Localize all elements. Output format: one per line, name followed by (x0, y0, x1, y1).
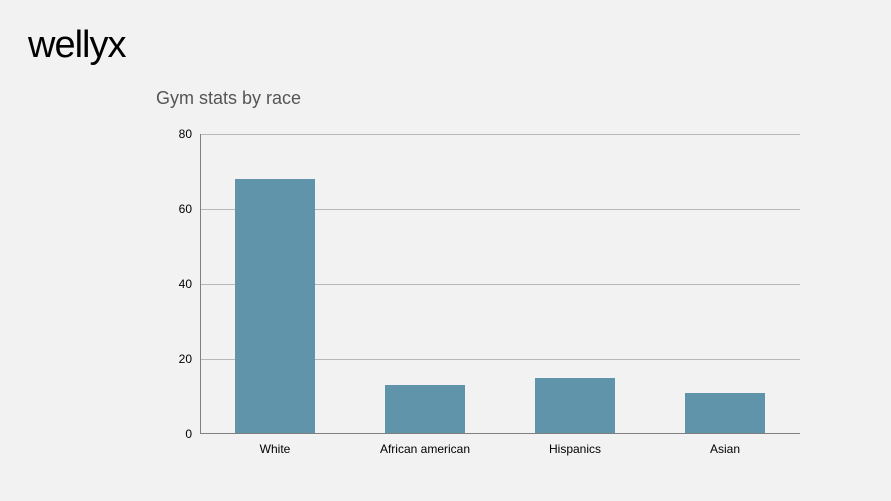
bar (235, 179, 315, 434)
bar (385, 385, 465, 434)
y-tick-label: 0 (156, 427, 192, 441)
x-tick-label: African american (350, 442, 500, 456)
bars-container (200, 134, 800, 434)
y-axis-line (200, 134, 201, 434)
chart-title: Gym stats by race (156, 88, 301, 109)
y-tick-label: 80 (156, 127, 192, 141)
x-tick-label: Hispanics (500, 442, 650, 456)
x-axis-line (200, 433, 800, 434)
plot-area (200, 134, 800, 434)
x-tick-label: White (200, 442, 350, 456)
brand-logo: wellyx (28, 24, 125, 67)
y-tick-label: 20 (156, 352, 192, 366)
bar (685, 393, 765, 434)
bar (535, 378, 615, 434)
x-axis-labels: WhiteAfrican americanHispanicsAsian (200, 442, 800, 456)
y-tick-label: 40 (156, 277, 192, 291)
page: wellyx Gym stats by race 0 20 40 60 80 White… (0, 0, 891, 501)
bar-chart: 020406080 WhiteAfrican americanHispanics… (156, 134, 806, 464)
y-tick-label: 60 (156, 202, 192, 216)
x-tick-label: Asian (650, 442, 800, 456)
